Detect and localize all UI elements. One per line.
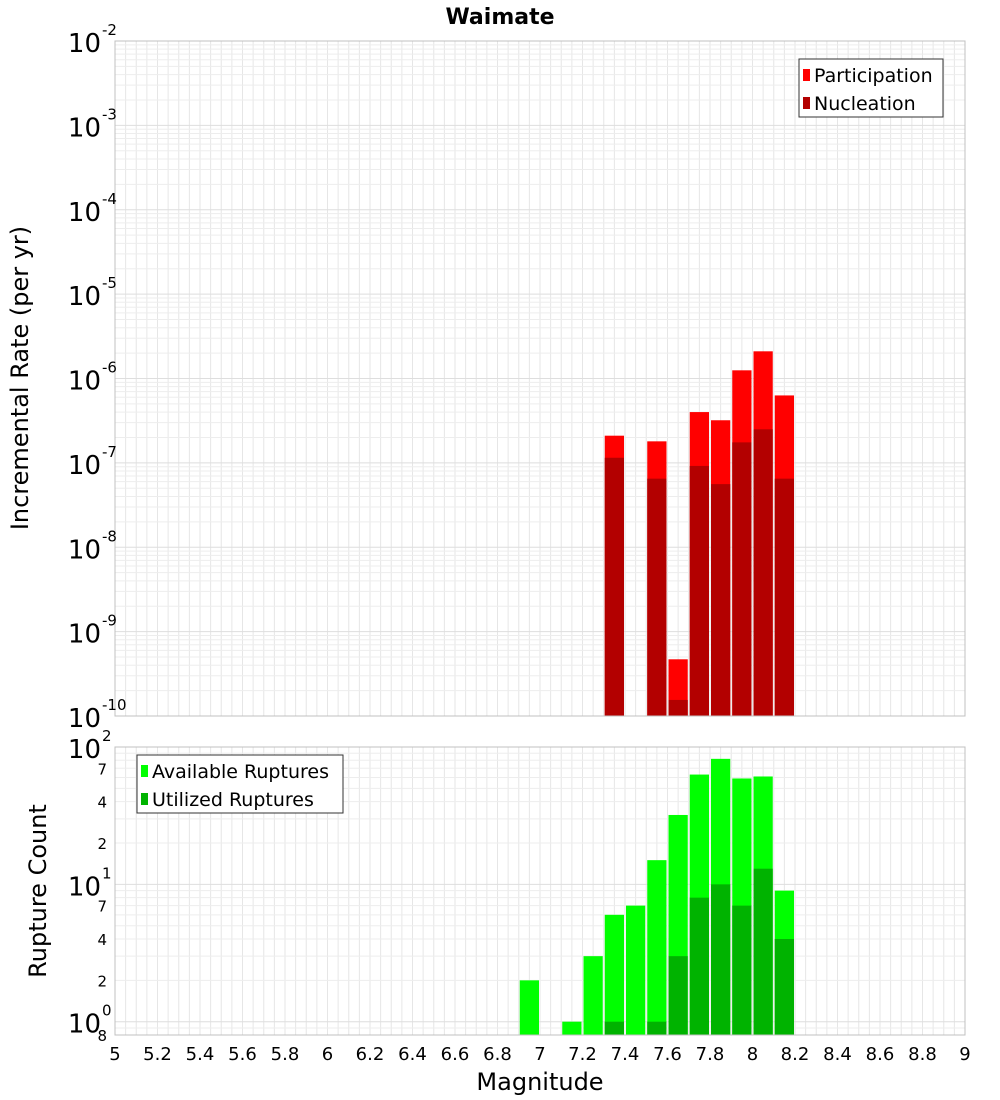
utilized-bar [689, 897, 709, 1035]
available-bar [583, 956, 603, 1035]
y-tick-label: 10 [68, 704, 101, 734]
y-tick-exponent: 2 [102, 727, 112, 745]
y-tick-exponent: -2 [102, 21, 117, 39]
x-tick-label: 6 [322, 1044, 333, 1065]
utilized-bar [711, 884, 731, 1035]
y-tick-exponent: -7 [102, 443, 117, 461]
x-tick-label: 6.2 [356, 1044, 385, 1065]
available-bar [647, 860, 667, 1035]
utilized-bar [604, 1021, 624, 1035]
x-tick-label: 7.2 [568, 1044, 597, 1065]
x-tick-label: 8.2 [781, 1044, 810, 1065]
y-tick-label: 10 [68, 735, 101, 765]
x-tick-label: 8.8 [908, 1044, 937, 1065]
x-tick-label: 7 [534, 1044, 545, 1065]
y-tick-exponent: 0 [102, 1002, 112, 1020]
count-y-axis-label: Rupture Count [24, 804, 52, 978]
rate-y-axis-label: Incremental Rate (per yr) [6, 226, 34, 530]
chart-title: Waimate [445, 5, 554, 30]
legend-label: Participation [814, 65, 933, 87]
x-axis: 5 5.2 5.4 5.6 5.8 6 6.2 6.4 6.6 6.8 7 7.2 7.4 7.6 7.8 8… [109, 1044, 970, 1065]
utilized-bar [774, 939, 794, 1035]
y-minor-tick-label: 2 [97, 835, 107, 853]
y-tick-exponent: -9 [102, 612, 117, 630]
y-tick-exponent: -5 [102, 274, 117, 292]
utilized-bar [647, 1021, 667, 1035]
y-tick-label: 10 [68, 451, 101, 481]
y-tick-exponent: -6 [102, 359, 117, 377]
x-tick-label: 7.8 [696, 1044, 725, 1065]
y-tick-label: 10 [68, 29, 101, 59]
utilized-bar [668, 956, 688, 1035]
rate-frame [114, 40, 966, 717]
legend-label: Utilized Ruptures [152, 789, 314, 811]
utilized-bar [732, 905, 752, 1035]
legend-box [136, 754, 344, 814]
available-bar [519, 980, 539, 1035]
legend-box [798, 58, 944, 118]
x-tick-label: 5.4 [186, 1044, 215, 1065]
x-axis-label: Magnitude [476, 1068, 603, 1096]
y-minor-tick-label: 8 [97, 1027, 107, 1045]
y-tick-label: 10 [68, 367, 101, 397]
y-minor-tick-label: 2 [97, 972, 107, 990]
legend-label: Available Ruptures [152, 761, 329, 783]
x-tick-label: 5.8 [271, 1044, 300, 1065]
y-tick-exponent: -8 [102, 527, 117, 545]
nucleation-bar [711, 484, 731, 716]
nucleation-bar [668, 699, 688, 716]
available-bar [562, 1021, 582, 1035]
legend-swatch [803, 97, 810, 109]
x-tick-label: 9 [959, 1044, 970, 1065]
count-frame [114, 746, 966, 1036]
nucleation-bar [774, 478, 794, 716]
x-tick-label: 6.4 [398, 1044, 427, 1065]
y-minor-tick-label: 7 [97, 760, 107, 778]
available-bar [604, 914, 624, 1035]
nucleation-bar [604, 457, 624, 716]
y-tick-label: 10 [68, 620, 101, 650]
y-minor-tick-label: 4 [97, 794, 107, 812]
y-tick-label: 10 [68, 1010, 101, 1040]
x-tick-label: 7.6 [653, 1044, 682, 1065]
x-tick-label: 8.4 [823, 1044, 852, 1065]
available-bar [626, 905, 646, 1035]
y-minor-tick-label: 4 [97, 931, 107, 949]
x-tick-label: 6.8 [483, 1044, 512, 1065]
x-tick-label: 8.6 [866, 1044, 895, 1065]
x-tick-label: 5.2 [143, 1044, 172, 1065]
nucleation-bar [753, 429, 773, 716]
y-tick-exponent: -3 [102, 105, 117, 123]
x-tick-label: 7.4 [611, 1044, 640, 1065]
y-tick-label: 10 [68, 535, 101, 565]
y-tick-label: 10 [68, 872, 101, 902]
legend-swatch [141, 793, 148, 805]
x-tick-label: 5.6 [228, 1044, 257, 1065]
legend-label: Nucleation [814, 93, 916, 115]
legend-swatch [141, 765, 148, 777]
utilized-bar [753, 868, 773, 1035]
y-tick-exponent: -10 [102, 696, 127, 714]
x-tick-label: 6.6 [441, 1044, 470, 1065]
nucleation-bar [689, 465, 709, 716]
y-tick-label: 10 [68, 113, 101, 143]
y-tick-label: 10 [68, 198, 101, 228]
y-minor-tick-label: 7 [97, 898, 107, 916]
nucleation-bar [732, 442, 752, 716]
legend-swatch [803, 69, 810, 81]
nucleation-bar [647, 478, 667, 716]
y-tick-label: 10 [68, 282, 101, 312]
y-tick-exponent: 1 [102, 864, 112, 882]
y-tick-exponent: -4 [102, 190, 117, 208]
x-tick-label: 8 [747, 1044, 758, 1065]
x-tick-label: 5 [109, 1044, 120, 1065]
